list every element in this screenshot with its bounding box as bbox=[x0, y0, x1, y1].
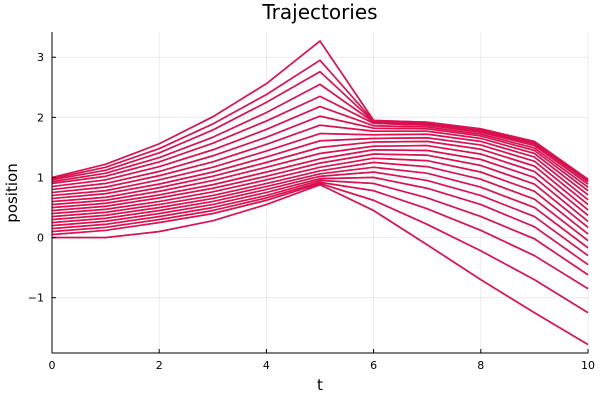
axes bbox=[51, 32, 589, 354]
trajectory-line bbox=[51, 144, 589, 216]
trajectory-line bbox=[51, 95, 589, 185]
x-tick-label: 10 bbox=[581, 359, 595, 372]
x-tick-label: 2 bbox=[156, 359, 163, 372]
trajectory-line bbox=[51, 149, 589, 222]
y-tick-label: 1 bbox=[37, 171, 44, 184]
trajectory-line bbox=[51, 161, 589, 242]
trajectory-line bbox=[51, 40, 589, 180]
tick-labels: 0 2 4 6 8 10 −1 0 1 2 3 bbox=[28, 51, 595, 372]
trajectory-line bbox=[51, 83, 589, 183]
trajectory-line bbox=[51, 182, 589, 314]
chart-title: Trajectories bbox=[261, 0, 377, 24]
trajectory-line bbox=[51, 124, 589, 196]
trajectory-line bbox=[51, 153, 589, 228]
trajectory-line bbox=[52, 183, 589, 346]
trajectory-line-shadow bbox=[51, 70, 589, 182]
y-tick-label: 2 bbox=[37, 111, 44, 124]
trajectory-line-shadow bbox=[51, 181, 589, 290]
trajectory-lines bbox=[51, 40, 589, 346]
trajectory-line bbox=[51, 176, 589, 266]
x-tick-label: 6 bbox=[370, 359, 377, 372]
trajectory-line bbox=[51, 70, 589, 182]
trajectory-line bbox=[51, 166, 589, 249]
y-axis-label: position bbox=[3, 163, 21, 222]
x-tick-label: 4 bbox=[263, 359, 270, 372]
trajectory-line bbox=[51, 140, 589, 211]
x-axis-label: t bbox=[317, 376, 323, 394]
y-tick-label: −1 bbox=[28, 292, 44, 305]
trajectory-line bbox=[51, 181, 589, 290]
trajectory-line bbox=[51, 179, 589, 276]
y-tick-label: 3 bbox=[37, 51, 44, 64]
x-tick-label: 0 bbox=[49, 359, 56, 372]
x-tick-label: 8 bbox=[477, 359, 484, 372]
trajectory-line bbox=[51, 157, 589, 235]
trajectory-line bbox=[51, 132, 589, 201]
trajectory-line bbox=[51, 137, 589, 206]
trajectory-line bbox=[51, 115, 589, 192]
grid bbox=[51, 32, 589, 353]
y-tick-label: 0 bbox=[37, 232, 44, 245]
trajectory-line bbox=[51, 171, 589, 257]
trajectory-line bbox=[51, 105, 589, 188]
